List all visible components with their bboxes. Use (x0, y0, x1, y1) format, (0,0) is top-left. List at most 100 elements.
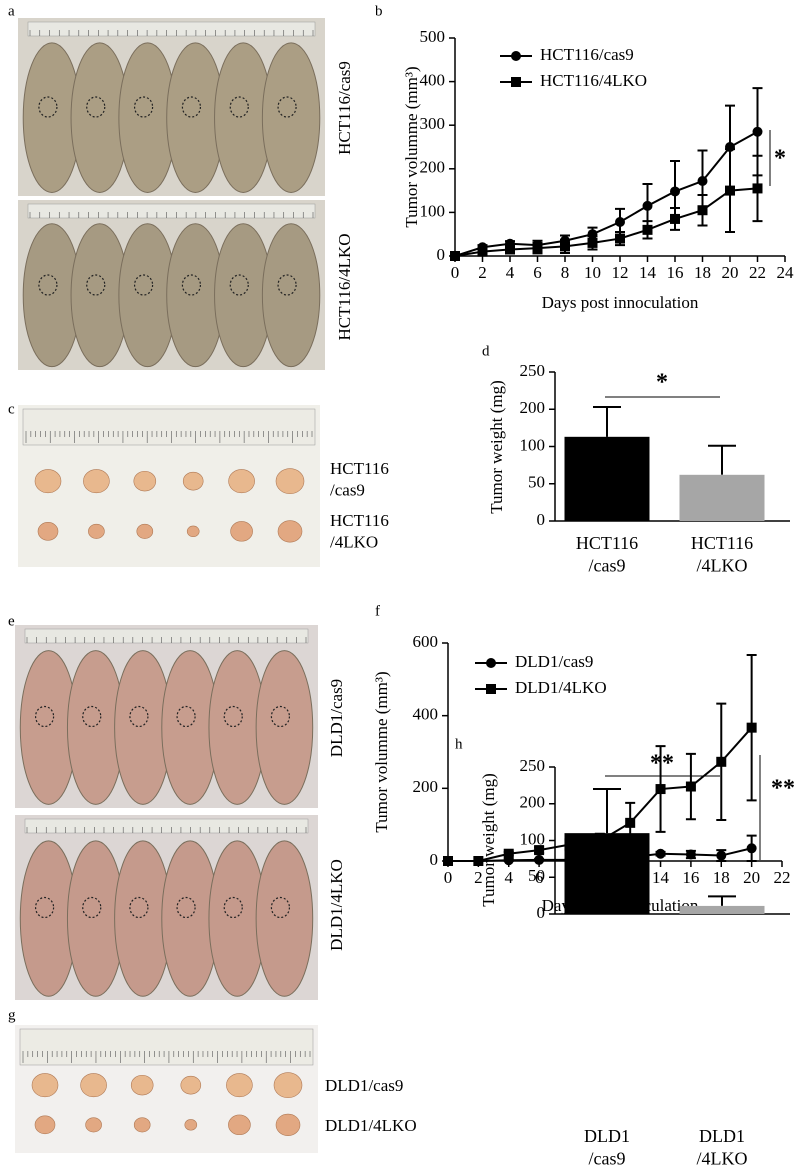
panel-letter: g (8, 1007, 16, 1023)
ruler (27, 21, 316, 37)
marker (670, 186, 680, 197)
ruler (27, 203, 316, 219)
marker (587, 237, 598, 248)
x-tick-label: 8 (561, 263, 570, 282)
marker (697, 176, 708, 187)
y-tick-label: 600 (413, 632, 439, 651)
x-tick-label: 12 (612, 263, 629, 282)
marker (655, 784, 666, 795)
tumor-outline (38, 274, 58, 296)
marker (752, 183, 763, 194)
panel-letter: a (8, 3, 15, 19)
mouse (255, 840, 314, 997)
y-tick-label: 50 (528, 866, 545, 885)
y-tick-label: 400 (413, 705, 439, 724)
y-tick-label: 0 (537, 510, 546, 529)
tumor (80, 1073, 107, 1098)
significance-mark: ** (650, 751, 674, 777)
tumor (186, 525, 200, 538)
panel-letter: e (8, 613, 15, 629)
x-tick-label: 2 (474, 868, 483, 887)
photo-label: DLD1/cas9 (325, 1076, 403, 1095)
y-tick-label: 100 (420, 201, 446, 220)
tumor-outline (176, 705, 196, 728)
x-tick-label: 20 (743, 868, 760, 887)
panel-letter: f (375, 603, 380, 619)
ruler (24, 628, 309, 644)
tumor-outline (133, 96, 154, 118)
tumor (88, 523, 105, 539)
ruler (24, 818, 309, 834)
tumor-outline (223, 705, 243, 728)
tumor-outline (38, 96, 58, 118)
tumor (273, 1072, 303, 1099)
mouse (261, 223, 321, 368)
tumor-outline (181, 274, 202, 296)
y-tick-label: 250 (520, 756, 546, 775)
tumor-outline (129, 896, 149, 919)
tumor (83, 469, 110, 494)
x-tick-label: 4 (504, 868, 513, 887)
y-tick-label: 400 (420, 71, 446, 90)
tumor (85, 1117, 102, 1133)
marker (477, 246, 488, 257)
tumor-outline (270, 896, 291, 919)
significance-mark: ** (771, 776, 795, 802)
photo-label: DLD1/cas9 (327, 679, 346, 757)
tumor-outline (133, 274, 154, 296)
error-bar (708, 444, 736, 475)
x-tick-label: 22 (774, 868, 791, 887)
tumor (34, 469, 62, 494)
legend-label: DLD1/cas9 (515, 652, 593, 671)
marker (625, 817, 636, 828)
tumor (184, 1119, 198, 1131)
photo-label: HCT116/cas9 (335, 61, 354, 155)
tumor (277, 520, 303, 543)
marker (443, 856, 453, 866)
marker (450, 251, 460, 261)
tumor (182, 471, 204, 491)
legend-marker (486, 658, 496, 668)
x-tick-label: HCT116/cas9 (576, 533, 638, 576)
marker (752, 126, 763, 137)
marker (534, 845, 545, 856)
x-tick-label: 16 (667, 263, 684, 282)
marker (560, 241, 570, 252)
legend-label: HCT116/cas9 (540, 45, 634, 64)
marker (655, 848, 666, 859)
legend-label: DLD1/4LKO (515, 678, 607, 697)
marker (685, 781, 696, 792)
y-tick-label: 300 (420, 114, 446, 133)
ruler (19, 1028, 314, 1066)
tumor-outline (270, 705, 291, 728)
photo-label: DLD1/4LKO (327, 859, 346, 951)
x-tick-label: 14 (639, 263, 657, 282)
marker (685, 849, 696, 860)
tumor-outline (277, 96, 297, 118)
tumor (133, 470, 157, 492)
x-tick-label: 22 (749, 263, 766, 282)
marker (615, 233, 625, 244)
x-tick-label: 14 (652, 868, 670, 887)
marker (615, 216, 625, 227)
series-line (454, 130, 758, 257)
marker (532, 243, 543, 254)
tumor-outline (229, 274, 249, 296)
tumor-outline (82, 705, 102, 728)
significance-mark: * (774, 146, 786, 172)
tumor-outline (86, 274, 106, 296)
legend-marker (486, 684, 496, 694)
tumor-outline (223, 896, 243, 919)
x-tick-label: 6 (533, 263, 542, 282)
x-tick-label: 6 (535, 868, 544, 887)
marker (642, 224, 653, 235)
marker (473, 856, 484, 866)
y-axis-title: Tumor volumme (mm³) (402, 66, 421, 227)
tumor (31, 1073, 59, 1098)
x-tick-label: 24 (777, 263, 795, 282)
legend-marker (511, 77, 521, 87)
marker (534, 854, 545, 865)
marker (503, 848, 514, 859)
photo-label: HCT116/4LKO (330, 511, 389, 551)
x-tick-label: 2 (478, 263, 487, 282)
